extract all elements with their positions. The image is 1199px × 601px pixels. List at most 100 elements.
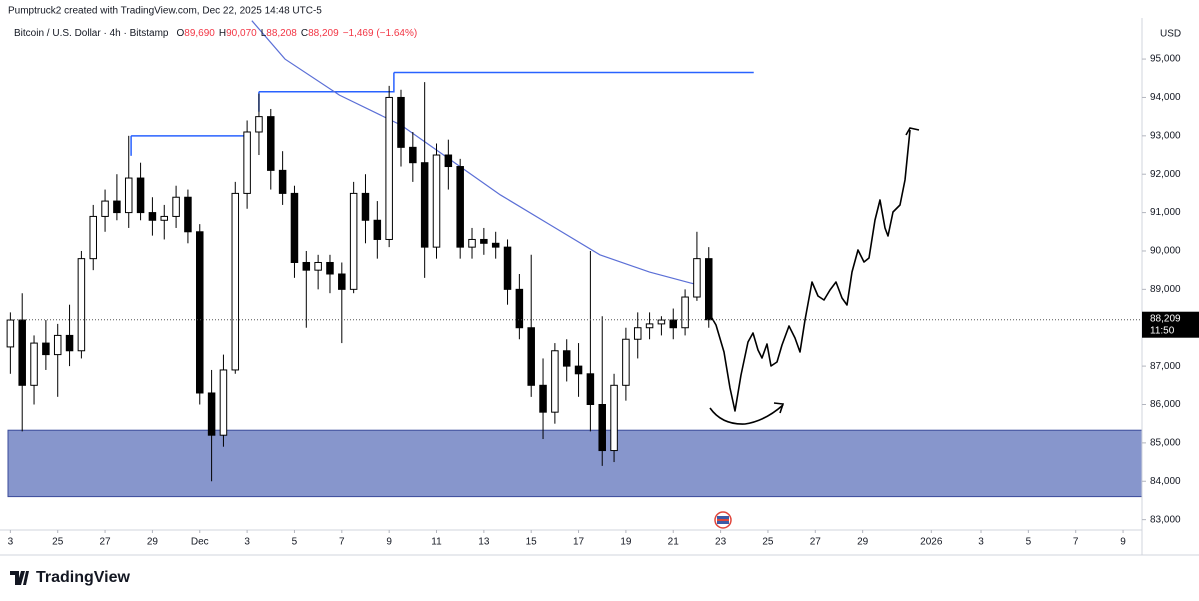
x-tick-label: 7: [1073, 537, 1079, 548]
y-tick-label: 90,000: [1150, 246, 1181, 257]
candle-body: [480, 238, 488, 244]
last-price-tag: [1142, 311, 1199, 338]
candle-body: [172, 196, 180, 217]
last-price-label: 88,209: [1150, 313, 1181, 324]
candle-body: [255, 116, 263, 133]
candle-body: [42, 342, 50, 356]
candle-body: [77, 258, 86, 352]
candle-body: [598, 403, 606, 452]
candle-body: [551, 350, 559, 413]
x-tick-label: 7: [339, 537, 345, 548]
candle-body: [385, 96, 393, 240]
y-tick-label: 87,000: [1150, 361, 1181, 372]
projection-path: [708, 129, 911, 412]
candle-body: [267, 116, 275, 171]
candle-body: [30, 342, 38, 386]
y-tick-label: 94,000: [1150, 92, 1181, 103]
x-tick-label: 27: [100, 537, 112, 548]
x-tick-label: 23: [715, 537, 727, 548]
y-tick-label: 91,000: [1150, 207, 1181, 218]
candle-body: [456, 166, 464, 248]
y-tick-label: 85,000: [1150, 438, 1181, 449]
candle-body: [444, 154, 453, 168]
candle-body: [669, 319, 678, 329]
candle-body: [148, 212, 157, 221]
x-tick-label: 29: [857, 537, 869, 548]
bounce-arrow: [709, 404, 784, 425]
x-tick-label: 13: [478, 537, 490, 548]
countdown-label: 11:50: [1150, 325, 1175, 336]
candle-body: [326, 261, 334, 275]
brand-name: TradingView: [36, 569, 131, 586]
candle-body: [18, 319, 26, 386]
x-tick-label: 3: [8, 537, 14, 548]
candle-body: [338, 273, 346, 290]
candle-body: [302, 261, 311, 271]
candle-body: [373, 219, 382, 240]
candle-body: [231, 192, 240, 371]
candle-body: [586, 373, 595, 405]
candle-body: [89, 215, 97, 260]
x-tick-label: 17: [573, 537, 585, 548]
candle-body: [349, 192, 358, 290]
y-tick-label: 95,000: [1150, 54, 1181, 65]
candle-body: [219, 369, 228, 436]
x-tick-label: 25: [52, 537, 64, 548]
credit: Pumptruck2 created with TradingView.com,…: [8, 6, 322, 17]
candle-body: [101, 200, 109, 217]
ohlc-value: 90,070: [226, 28, 257, 39]
candle-body: [314, 261, 322, 271]
ohlc-key: C: [301, 28, 308, 39]
candle-body: [468, 238, 476, 248]
x-tick-label: 27: [810, 537, 822, 548]
y-tick-label: 89,000: [1150, 284, 1181, 295]
candle-body: [491, 242, 500, 248]
currency-label: USD: [1160, 29, 1181, 40]
candle-body: [693, 258, 701, 298]
candle-body: [515, 288, 524, 329]
candle-body: [290, 192, 299, 263]
candle-body: [645, 323, 654, 329]
x-tick-label: 15: [526, 537, 538, 548]
x-tick-label: 5: [292, 537, 298, 548]
candle-body: [361, 192, 370, 221]
x-tick-label: 19: [620, 537, 632, 548]
y-tick-label: 84,000: [1150, 476, 1181, 487]
plot-area: [6, 20, 1143, 498]
ohlc-value: 88,208: [266, 28, 297, 39]
y-tick-label: 86,000: [1150, 399, 1181, 410]
candle-body: [184, 196, 192, 233]
candle-body: [681, 296, 689, 329]
candle-body: [705, 258, 713, 321]
x-tick-label: 21: [668, 537, 680, 548]
ohlc-key: H: [219, 28, 226, 39]
x-tick-label: Dec: [191, 537, 209, 548]
candle-body: [65, 334, 74, 352]
candle-body: [610, 384, 618, 452]
x-tick-label: 29: [147, 537, 159, 548]
candle-body: [432, 154, 441, 248]
candle-body: [633, 327, 642, 340]
candle-body: [196, 231, 204, 394]
candle-body: [539, 384, 547, 413]
candle-body: [53, 334, 62, 356]
candle-body: [136, 177, 145, 214]
candle-body: [574, 365, 583, 375]
ohlc-value: 89,690: [184, 28, 215, 39]
candle-body: [124, 177, 133, 214]
x-tick-label: 25: [762, 537, 774, 548]
candle-body: [657, 319, 666, 325]
x-tick-label: 3: [978, 537, 984, 548]
candle-body: [243, 131, 251, 194]
candle-body: [420, 162, 429, 248]
candle-body: [160, 215, 169, 221]
candle-body: [397, 96, 405, 148]
x-tick-label: 2026: [920, 537, 943, 548]
x-tick-label: 5: [1026, 537, 1032, 548]
y-tick-label: 83,000: [1150, 514, 1181, 525]
logo: TradingView: [10, 569, 131, 586]
candle-body: [503, 246, 512, 290]
projection-arrowhead: [905, 127, 920, 136]
